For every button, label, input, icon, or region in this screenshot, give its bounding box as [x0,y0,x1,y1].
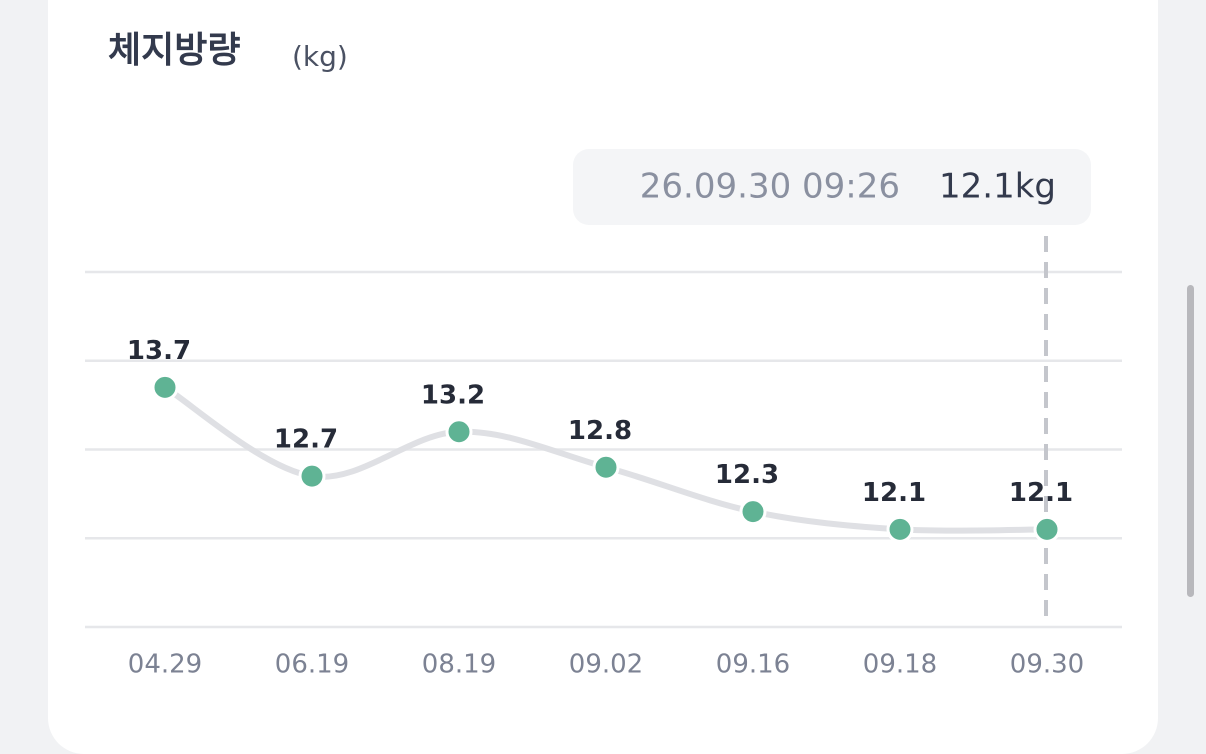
chart-title: 체지방량 [108,30,240,71]
data-label: 13.7 [127,336,191,366]
data-label: 13.2 [421,380,485,410]
point [445,418,473,446]
point [1033,515,1061,543]
data-label: 12.1 [1009,478,1073,508]
scrollbar [1187,285,1194,597]
card [48,0,1158,754]
point [739,498,767,526]
x-tick-label: 04.29 [128,650,202,680]
tooltip-value: 12.1kg [939,167,1056,207]
data-label: 12.1 [862,478,926,508]
point [886,515,914,543]
point [151,373,179,401]
point [592,453,620,481]
data-label: 12.3 [715,460,779,490]
x-tick-label: 06.19 [275,650,349,680]
x-tick-label: 08.19 [422,650,496,680]
data-label: 12.7 [274,425,338,455]
x-tick-label: 09.16 [716,650,790,680]
point [298,462,326,490]
chart-unit: (kg) [292,40,348,73]
x-tick-label: 09.18 [863,650,937,680]
data-label: 12.8 [568,416,632,446]
x-tick-label: 09.30 [1010,650,1084,680]
x-tick-label: 09.02 [569,650,643,680]
tooltip-date: 26.09.30 09:26 [640,167,900,207]
tooltip [573,149,1091,225]
